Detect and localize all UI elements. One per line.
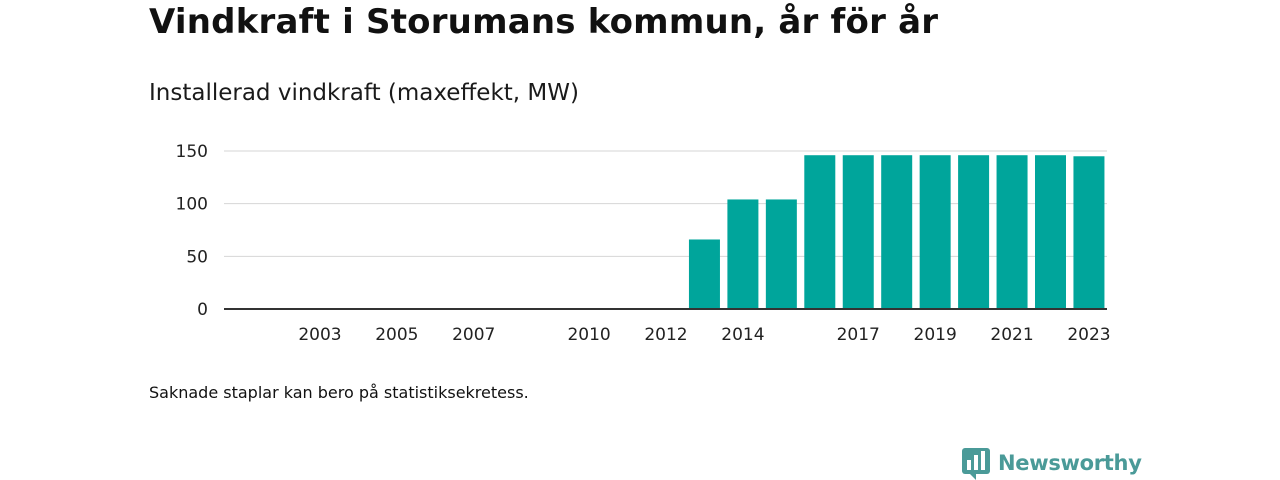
x-tick-label: 2021 [990, 325, 1033, 345]
chart-subtitle: Installerad vindkraft (maxeffekt, MW) [149, 80, 579, 106]
x-tick-label: 2003 [298, 325, 341, 345]
x-tick-label: 2010 [567, 325, 610, 345]
bar [996, 155, 1028, 309]
y-tick-label: 150 [176, 142, 208, 162]
bar [727, 199, 759, 309]
bar [688, 239, 720, 309]
x-tick-label: 2019 [914, 325, 957, 345]
brand-name: Newsworthy [998, 451, 1142, 475]
newsworthy-logo-icon [962, 448, 990, 480]
bar [881, 155, 913, 309]
bar [1073, 156, 1105, 309]
y-tick-label: 100 [176, 195, 208, 215]
x-tick-label: 2012 [644, 325, 687, 345]
bar [1035, 155, 1066, 309]
bar [765, 199, 797, 309]
bar [804, 155, 836, 309]
brand-logo: Newsworthy [962, 446, 1142, 480]
y-tick-label: 0 [197, 300, 208, 320]
bar [958, 155, 990, 309]
x-tick-label: 2017 [837, 325, 880, 345]
bar [842, 155, 874, 309]
footnote: Saknade staplar kan bero på statistiksek… [149, 383, 529, 402]
x-tick-label: 2023 [1067, 325, 1110, 345]
y-tick-label: 50 [186, 247, 208, 267]
x-tick-label: 2005 [375, 325, 418, 345]
x-tick-label: 2007 [452, 325, 495, 345]
bar [919, 155, 951, 309]
x-tick-label: 2014 [721, 325, 764, 345]
bar-chart: 0 50 100 150 2003 2005 2007 2010 2012 2014 2017 201… [176, 142, 1111, 345]
chart-title: Vindkraft i Storumans kommun, år för år [149, 2, 939, 42]
